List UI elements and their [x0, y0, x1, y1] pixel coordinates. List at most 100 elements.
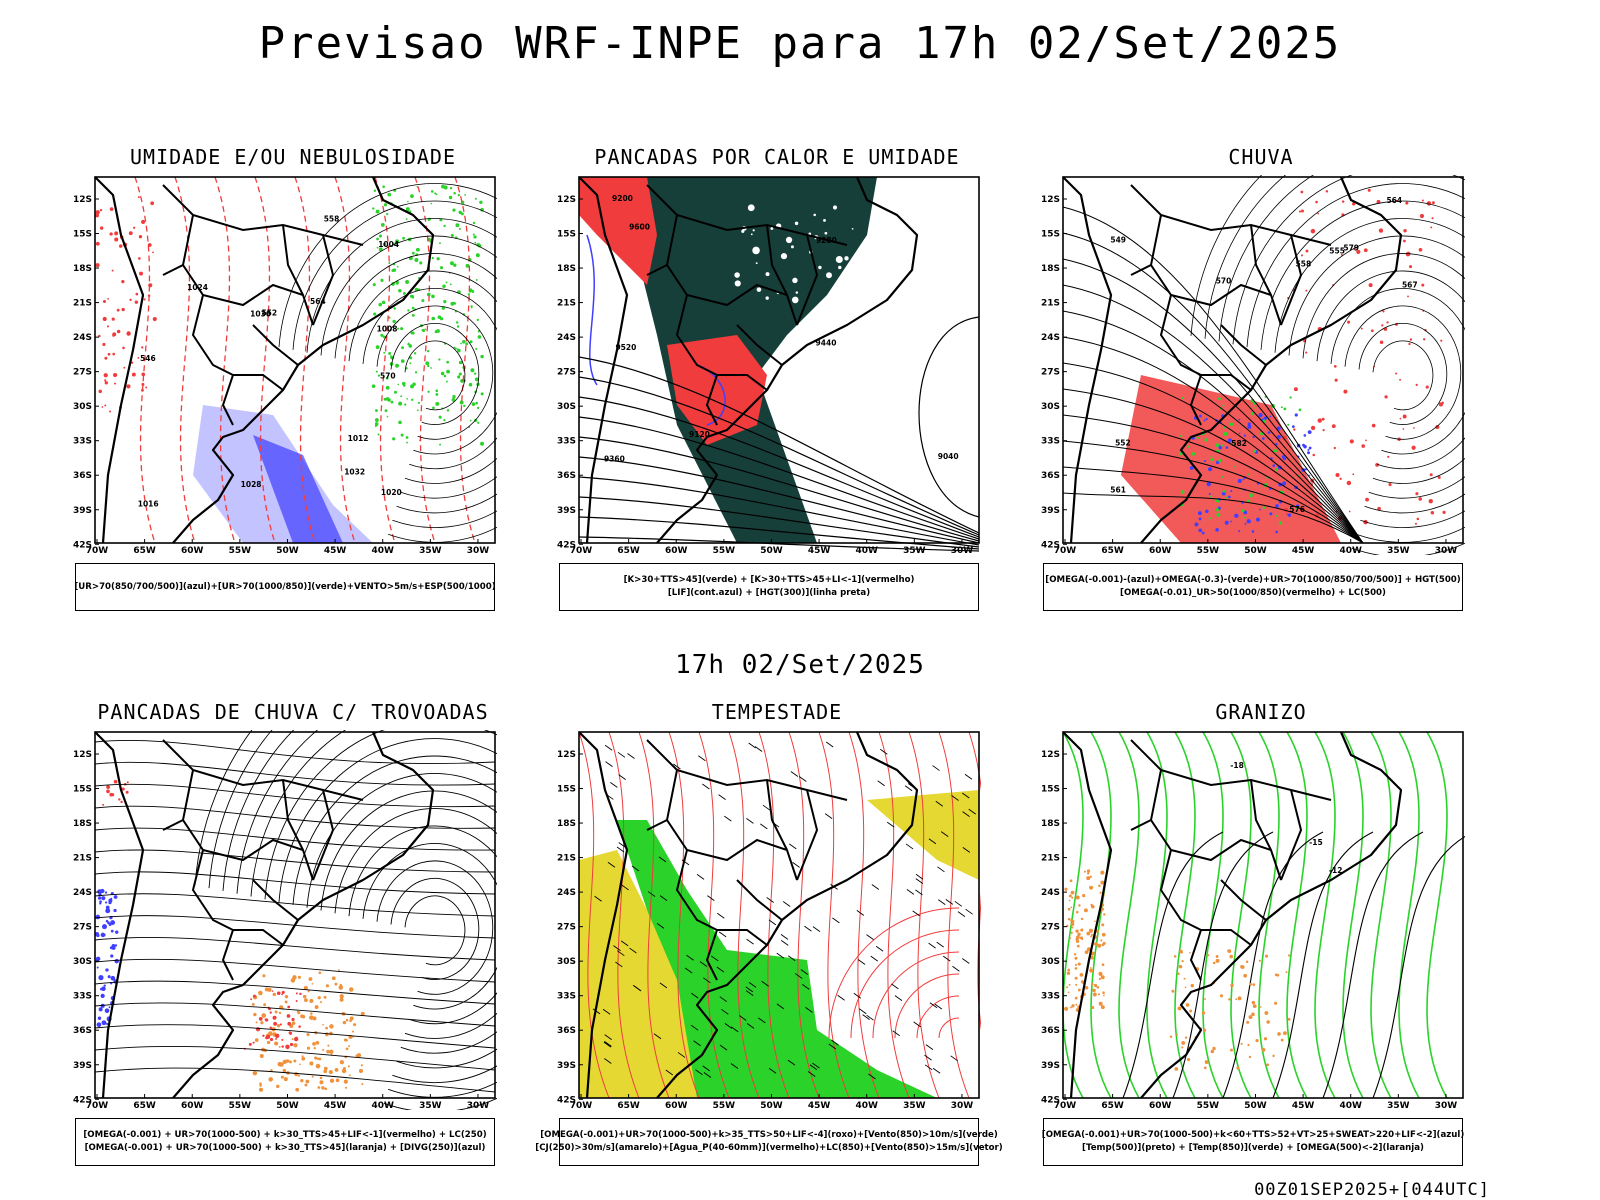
field-cell: [255, 1027, 261, 1032]
field-cell: [1078, 904, 1081, 907]
field-cell: [467, 293, 471, 296]
field-cell: [1415, 492, 1419, 496]
field-cell: [1347, 320, 1351, 324]
wind-vector: [961, 792, 970, 799]
field-cell: [1303, 434, 1307, 437]
field-cell: [1212, 1046, 1216, 1051]
field-cell: [1247, 424, 1252, 429]
field-cell: [1091, 983, 1094, 986]
contour-label: 9520: [615, 343, 636, 352]
wind-vector: [800, 969, 809, 975]
field-cell: [392, 319, 396, 324]
field-cell: [1194, 522, 1199, 527]
field-cell: [376, 246, 379, 249]
streamline: [404, 340, 466, 411]
field-cell: [1248, 1055, 1252, 1059]
field-cell: [383, 203, 388, 207]
field-cell: [285, 1044, 290, 1050]
temp850-contour: [1286, 731, 1308, 1099]
field-cell: [1275, 467, 1279, 471]
lon-tick-label: 70W: [86, 546, 109, 555]
field-cell: [755, 262, 758, 265]
field-cell: [113, 908, 117, 913]
field-cell: [259, 1087, 264, 1092]
field-cell: [1409, 265, 1413, 269]
field-cell: [269, 1026, 273, 1029]
field-cell: [314, 1005, 319, 1010]
wind-vector: [665, 1069, 674, 1076]
field-cell: [430, 202, 433, 205]
field-cell: [470, 368, 475, 373]
field-cell: [1081, 938, 1084, 941]
field-cell: [835, 255, 843, 264]
lc850-contour: [878, 731, 910, 1099]
field-cell: [1352, 473, 1355, 476]
wind-vector: [905, 843, 914, 850]
wind-vector: [787, 1059, 796, 1066]
wind-vector: [837, 994, 845, 1001]
hgt500-contour: [1062, 414, 1364, 544]
field-cell: [1421, 199, 1424, 202]
lat-tick-label: 24S: [73, 888, 92, 898]
field-cell: [1238, 530, 1241, 533]
field-cell: [1384, 395, 1388, 399]
wind-vector: [659, 895, 668, 902]
lc850-contour: [916, 995, 960, 1039]
field-cell: [1405, 252, 1410, 257]
lon-tick-label: 35W: [419, 1101, 442, 1110]
field-cell: [1206, 481, 1211, 487]
field-cell: [419, 261, 423, 265]
field-cell: [403, 384, 406, 387]
field-cell: [1074, 956, 1078, 960]
field-cell: [400, 433, 404, 437]
hgt300-contour: [578, 456, 980, 544]
field-cell: [374, 422, 379, 426]
lc850-contour: [788, 731, 820, 1099]
wind-vector: [942, 955, 951, 962]
lon-tick-label: 60W: [1149, 1101, 1172, 1110]
field-cell: [376, 237, 379, 241]
field-cell: [1081, 981, 1084, 984]
field-cell: [273, 1021, 278, 1026]
streamline: [94, 739, 496, 765]
field-cell: [1287, 423, 1290, 426]
wind-vector: [807, 1071, 816, 1077]
wind-vector: [768, 1067, 777, 1074]
field-cell: [1399, 417, 1402, 420]
wind-vector: [631, 865, 640, 872]
map-base: 1008101210161020102410281032103610045705…: [95, 176, 497, 544]
hgt300-contour: [578, 436, 980, 542]
field-cell: [1067, 968, 1071, 972]
field-cell: [476, 406, 480, 410]
contour-label: 549: [1110, 236, 1126, 245]
field-cell: [102, 803, 105, 806]
field-cell: [1101, 963, 1105, 967]
field-cell: [409, 356, 413, 360]
field-cell: [1305, 249, 1309, 253]
field-cell: [1229, 954, 1234, 959]
field-cell: [1228, 998, 1231, 1001]
wind-vector: [857, 959, 866, 965]
field-cell: [323, 1066, 328, 1070]
field-cell: [455, 321, 459, 324]
panel-title: CHUVA: [1228, 145, 1294, 169]
field-cell: [411, 331, 415, 335]
field-cell: [284, 1000, 288, 1004]
field-cell: [1197, 436, 1200, 439]
wind-vector: [792, 862, 800, 868]
field-cell: [1251, 1000, 1256, 1005]
field-cell: [1208, 467, 1213, 472]
wind-vector: [780, 933, 789, 940]
field-cell: [415, 247, 420, 252]
field-cell: [1226, 496, 1229, 499]
lon-tick-label: 45W: [808, 546, 831, 555]
field-cell: [1234, 513, 1239, 518]
lon-tick-label: 55W: [1197, 1101, 1220, 1110]
field-cell: [289, 1042, 294, 1047]
field-cell: [1307, 451, 1310, 455]
temp500-contour: [1322, 831, 1424, 1099]
lon-tick-label: 50W: [760, 1101, 783, 1110]
wind-vector: [904, 785, 913, 792]
lat-tick-label: 27S: [1041, 368, 1060, 378]
streamline: [236, 730, 319, 894]
